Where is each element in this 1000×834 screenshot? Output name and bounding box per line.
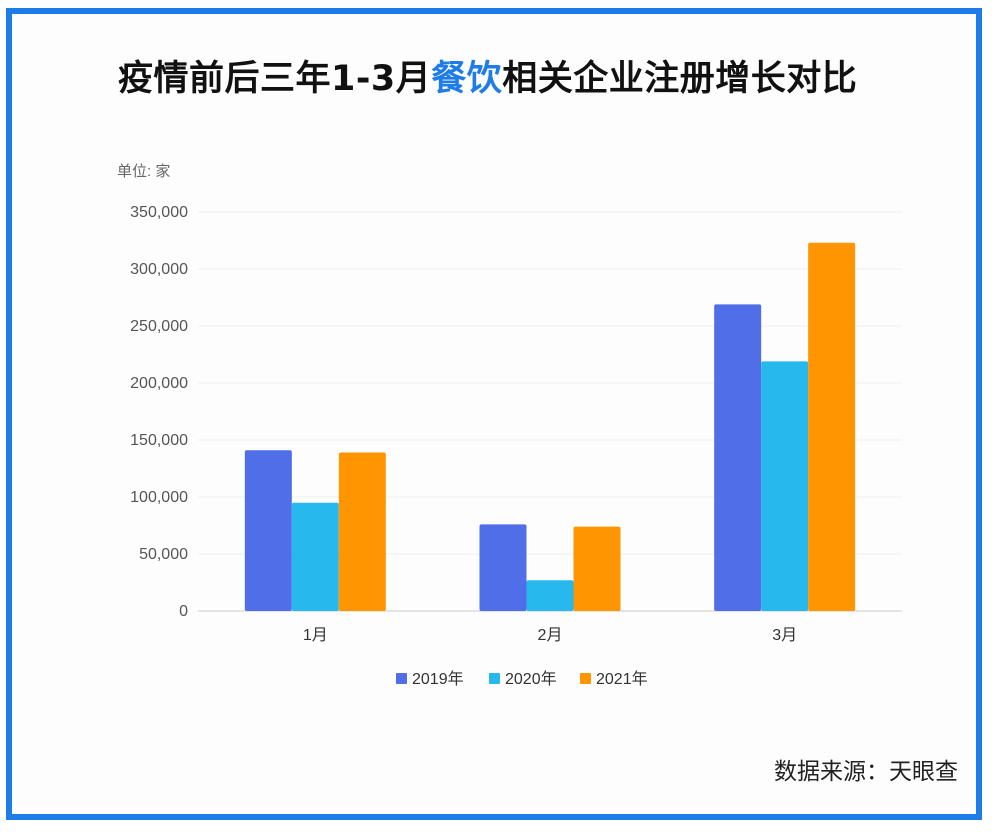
bar <box>761 361 809 611</box>
legend-swatch <box>396 673 407 684</box>
title-highlight: 餐饮 <box>431 59 503 99</box>
chart-title: 疫情前后三年1-3月餐饮相关企业注册增长对比 <box>118 50 857 101</box>
title-part2: 相关企业注册增长对比 <box>502 59 858 99</box>
bar <box>338 452 386 611</box>
legend-swatch <box>580 673 591 684</box>
y-tick-label: 0 <box>179 603 188 620</box>
bar <box>573 526 621 611</box>
bar <box>291 502 339 611</box>
bar <box>479 524 527 611</box>
x-category-label: 2月 <box>538 627 563 644</box>
y-tick-label: 250,000 <box>130 318 188 335</box>
bar <box>714 304 762 611</box>
bar <box>526 580 574 611</box>
y-tick-label: 100,000 <box>130 489 188 506</box>
title-part1: 疫情前后三年1-3月 <box>118 59 432 99</box>
y-tick-label: 350,000 <box>130 204 188 221</box>
y-tick-label: 50,000 <box>139 546 188 563</box>
legend-swatch <box>489 673 500 684</box>
legend-label: 2020年 <box>505 670 557 688</box>
bar <box>808 242 856 611</box>
x-category-label: 1月 <box>303 627 328 644</box>
bar <box>244 450 292 611</box>
x-category-label: 3月 <box>772 627 797 644</box>
legend-label: 2019年 <box>412 670 464 688</box>
y-tick-label: 300,000 <box>130 261 188 278</box>
y-tick-label: 200,000 <box>130 375 188 392</box>
data-source: 数据来源：天眼查 <box>774 759 958 785</box>
unit-label: 单位: 家 <box>117 163 171 180</box>
y-tick-label: 150,000 <box>130 432 188 449</box>
legend-label: 2021年 <box>596 670 648 688</box>
